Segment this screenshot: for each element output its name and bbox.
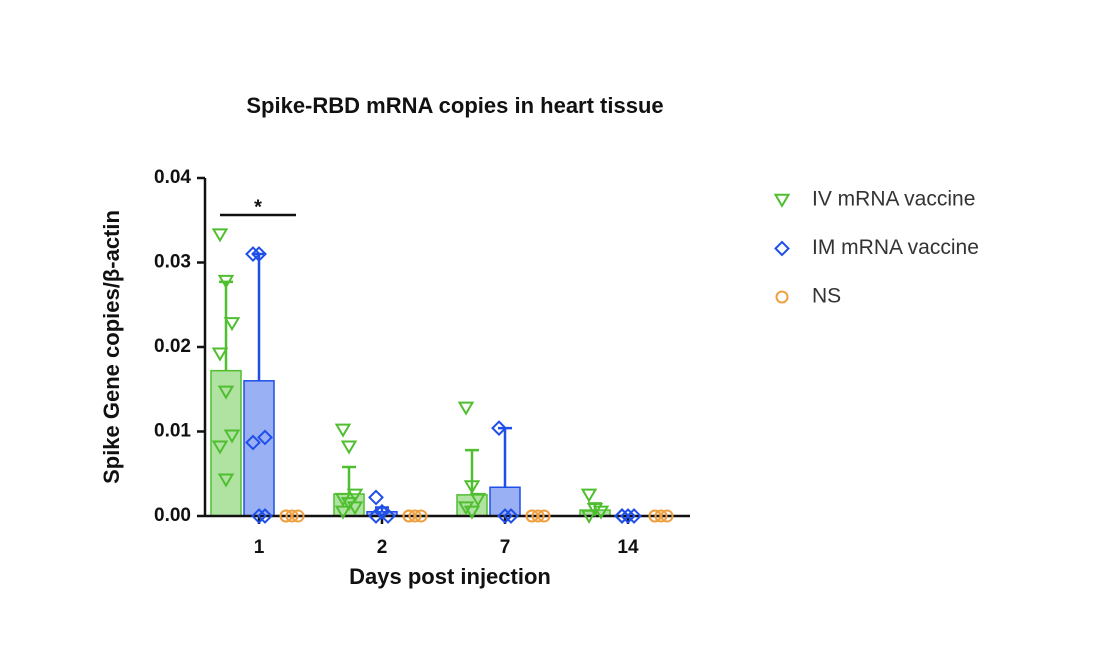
point: [648, 509, 662, 523]
point: [217, 274, 235, 289]
point: [620, 508, 636, 524]
legend-marker: [773, 193, 791, 208]
point: [334, 492, 352, 507]
point: [580, 488, 598, 503]
point: [334, 423, 352, 438]
point: [245, 434, 261, 451]
point: [580, 509, 598, 524]
legend-label: IM mRNA vaccine: [812, 236, 979, 259]
point: [285, 509, 299, 523]
point: [614, 508, 630, 524]
point: [503, 508, 519, 524]
bar: [243, 380, 275, 517]
point: [380, 508, 396, 524]
point: [211, 228, 229, 243]
point: [257, 429, 273, 446]
point: [223, 317, 241, 332]
y-axis-title: Spike Gene copies/β-actin: [99, 210, 124, 484]
significance-label: *: [254, 196, 262, 218]
x-tick-label: 1: [254, 537, 265, 558]
point: [217, 473, 235, 488]
legend-label: NS: [812, 285, 841, 308]
point: [586, 503, 604, 518]
legend-label: IV mRNA vaccine: [812, 188, 975, 211]
point: [463, 505, 481, 520]
point: [654, 509, 668, 523]
point: [217, 385, 235, 400]
point: [497, 508, 513, 524]
point: [457, 401, 475, 416]
point: [340, 440, 358, 455]
x-tick-label: 14: [617, 537, 639, 558]
y-tick-label: 0.04: [154, 167, 191, 188]
point: [340, 497, 358, 512]
point: [211, 440, 229, 455]
point: [368, 508, 384, 524]
point: [211, 347, 229, 362]
point: [402, 509, 416, 523]
y-tick-label: 0.03: [154, 252, 191, 273]
point: [374, 503, 390, 520]
y-tick-label: 0.01: [154, 421, 191, 442]
point: [469, 492, 487, 507]
point: [346, 501, 364, 516]
point: [245, 246, 261, 262]
point: [592, 505, 610, 520]
error-bar: [219, 280, 233, 371]
y-tick-label: 0.02: [154, 336, 191, 357]
x-axis-title: Days post injection: [349, 564, 551, 589]
point: [531, 509, 545, 523]
error-bar: [252, 252, 266, 381]
point: [251, 246, 267, 262]
point: [525, 509, 539, 523]
legend-marker: [775, 290, 789, 304]
point: [334, 505, 352, 520]
chart-title: Spike-RBD mRNA copies in heart tissue: [246, 93, 663, 118]
point: [626, 508, 642, 524]
x-tick-label: 7: [500, 537, 511, 558]
point: [457, 501, 475, 516]
error-bar: [498, 426, 512, 488]
point: [223, 429, 241, 444]
y-tick-label: 0.00: [154, 505, 191, 526]
point: [463, 480, 481, 495]
x-tick-label: 2: [377, 537, 388, 558]
point: [346, 488, 364, 503]
point: [491, 420, 507, 437]
point: [251, 508, 267, 524]
error-bar: [375, 506, 389, 512]
point: [408, 509, 422, 523]
bar: [489, 486, 521, 517]
point: [368, 489, 384, 506]
error-bar: [465, 448, 479, 495]
legend-marker: [774, 240, 790, 257]
point: [257, 508, 273, 524]
point: [279, 509, 293, 523]
